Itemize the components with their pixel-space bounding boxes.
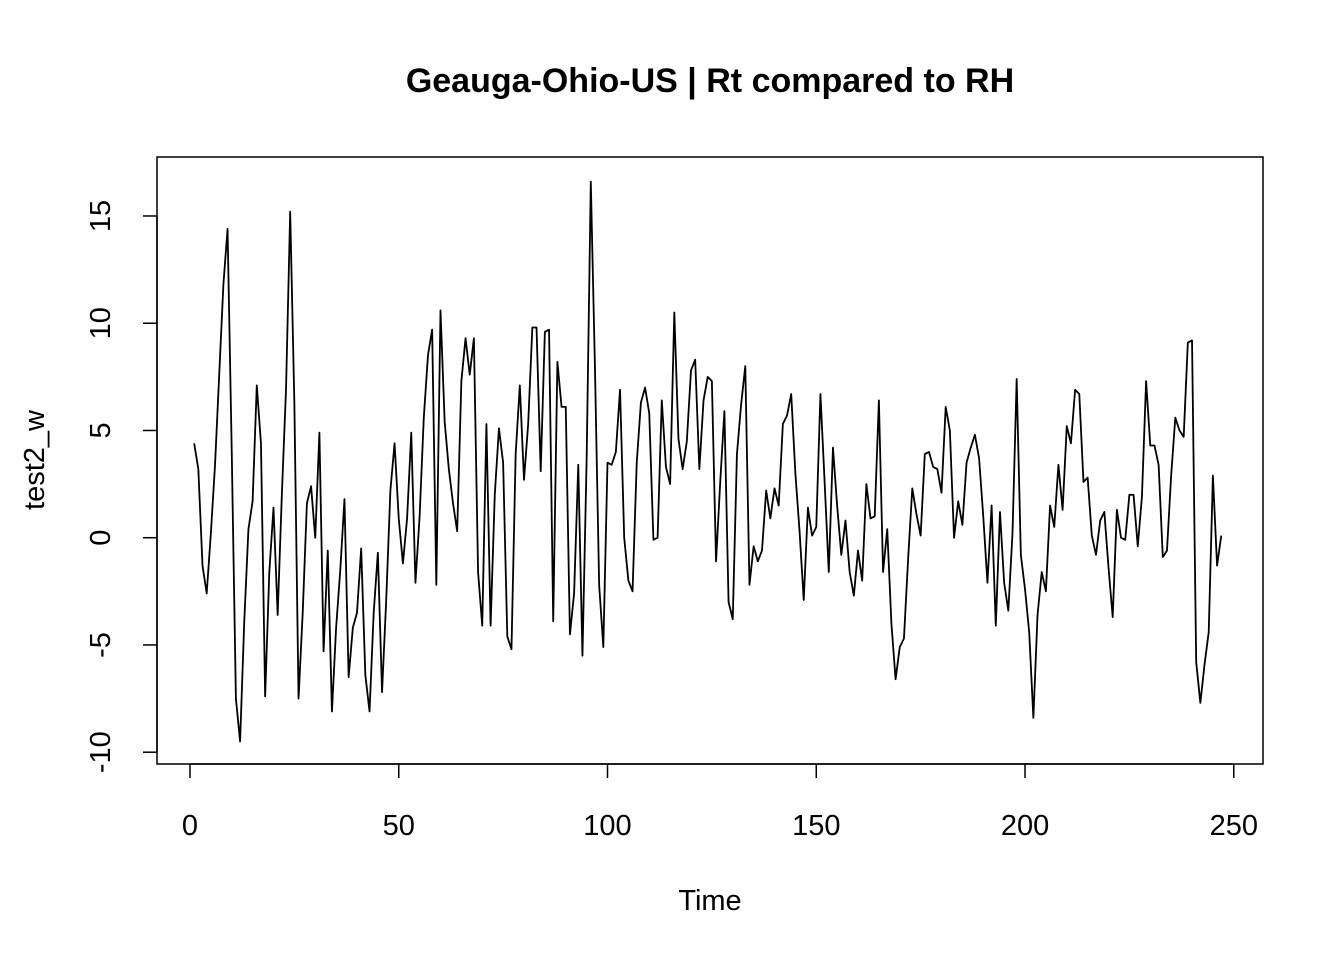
y-axis-title: test2_w (19, 409, 51, 510)
plot-frame (156, 156, 1264, 765)
y-tick-label: -10 (85, 731, 117, 773)
y-tick-label: 15 (85, 200, 117, 232)
y-axis: -10 -5 0 5 10 15 (85, 200, 158, 773)
y-tick-label: 10 (85, 307, 117, 339)
x-axis-title: Time (678, 885, 741, 917)
x-tick-label: 50 (383, 810, 415, 842)
chart-title: Geauga-Ohio-US | Rt compared to RH (406, 62, 1014, 100)
series-line-test2-w (193, 180, 1223, 743)
x-tick-label: 250 (1210, 810, 1258, 842)
y-tick-label: 0 (85, 530, 117, 546)
x-tick-label: 0 (182, 810, 198, 842)
x-tick-label: 200 (1001, 810, 1049, 842)
y-tick-label: 5 (85, 422, 117, 438)
y-tick-label: -5 (85, 632, 117, 658)
x-tick-label: 100 (583, 810, 631, 842)
x-axis: 0 50 100 150 200 250 (182, 763, 1258, 842)
x-tick-label: 150 (792, 810, 840, 842)
